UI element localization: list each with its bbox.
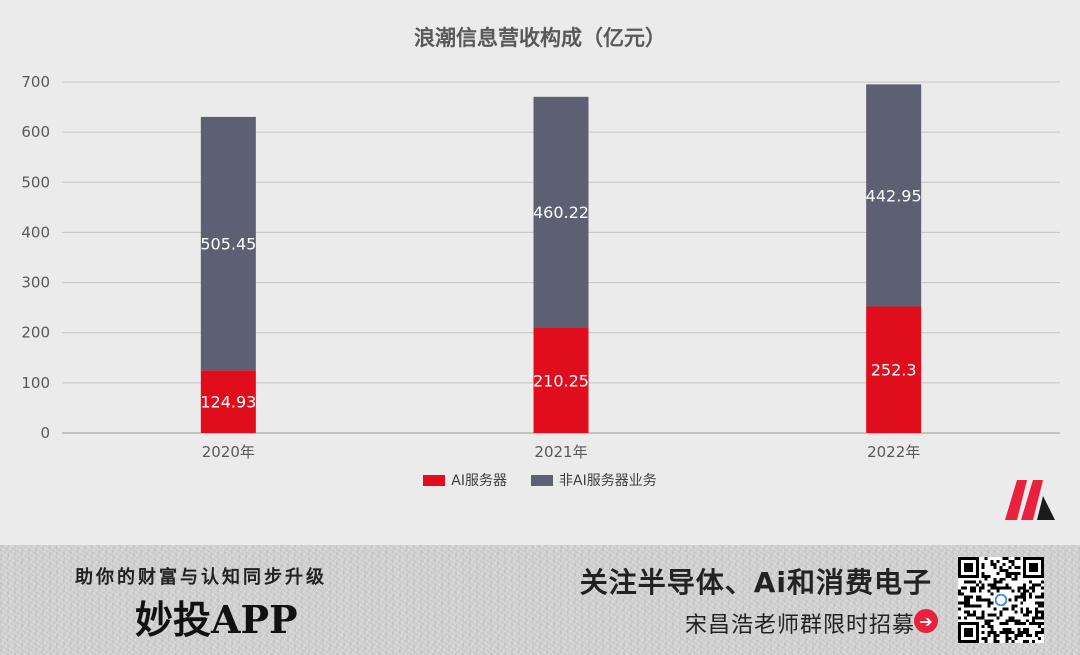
y-tick-label: 500: [21, 173, 50, 191]
banner-promo-line2[interactable]: 宋昌浩老师群限时招募: [684, 613, 915, 638]
bar-non-ai-business: [200, 116, 256, 371]
data-label: 124.93: [200, 393, 256, 412]
x-tick-label: 2021年: [534, 443, 587, 461]
y-tick-label: 100: [21, 374, 50, 392]
banner-slogan: 助你的财富与认知同步升级: [75, 567, 327, 588]
bar-non-ai-business: [533, 96, 589, 328]
y-tick-label: 600: [21, 123, 50, 141]
qr-code-icon[interactable]: [958, 557, 1044, 643]
y-tick-label: 200: [21, 324, 50, 342]
arrow-right-icon[interactable]: ➔: [914, 609, 938, 633]
y-tick-label: 0: [40, 424, 50, 442]
data-label: 252.3: [871, 361, 917, 380]
banner-app-name: 妙投APP: [135, 597, 298, 642]
x-tick-label: 2022年: [867, 443, 920, 461]
chart-legend: AI服务器 非AI服务器业务: [0, 470, 1080, 490]
m-logo-icon: [1005, 480, 1055, 520]
bar-ai-server: [200, 370, 256, 433]
legend-label-ai: AI服务器: [451, 473, 507, 489]
data-label: 210.25: [533, 371, 589, 390]
y-tick-label: 300: [21, 274, 50, 292]
legend-item-non-ai: 非AI服务器业务: [531, 470, 657, 490]
y-tick-label: 400: [21, 223, 50, 241]
data-label: 442.95: [866, 186, 922, 205]
bar-non-ai-business: [866, 84, 922, 307]
bar-ai-server: [533, 327, 589, 433]
revenue-chart: 浪潮信息营收构成（亿元） 0 100 200 300 400 500 600 700 124.93…: [21, 26, 1060, 461]
chart-title: 浪潮信息营收构成（亿元）: [414, 26, 666, 50]
x-tick-label: 2020年: [202, 443, 255, 461]
chart-area: 浪潮信息营收构成（亿元） 0 100 200 300 400 500 600 700 124.93…: [0, 26, 1080, 520]
bar-ai-server: [866, 306, 922, 433]
banner-promo-line1: 关注半导体、Ai和消费电子: [579, 566, 932, 599]
legend-label-non-ai: 非AI服务器业务: [559, 473, 657, 489]
y-tick-label: 700: [21, 73, 50, 91]
legend-swatch-ai: [423, 474, 446, 486]
data-label: 505.45: [200, 235, 256, 254]
legend-swatch-non-ai: [531, 474, 553, 486]
data-label: 460.22: [533, 203, 589, 222]
promo-banner[interactable]: 助你的财富与认知同步升级 妙投APP 关注半导体、Ai和消费电子 宋昌浩老师群限…: [0, 545, 1080, 655]
legend-item-ai: AI服务器: [423, 470, 507, 490]
